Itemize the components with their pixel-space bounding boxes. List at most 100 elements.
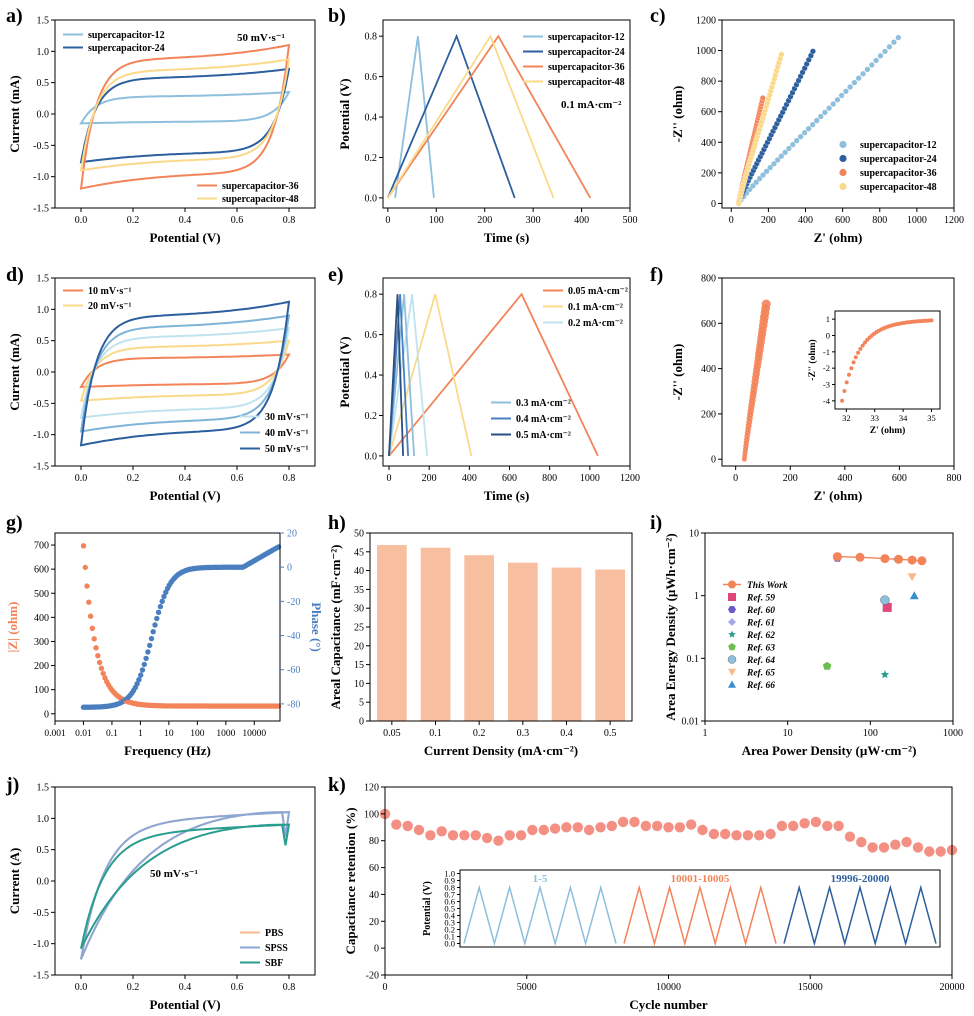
k-inset-ytick-label: 0.3 (444, 918, 455, 928)
f-inset-xlabel: Z' (ohm) (870, 425, 906, 436)
f-inset-xtick-label: 35 (927, 413, 936, 423)
b-series-2 (387, 34, 592, 199)
c-point (759, 95, 766, 101)
g-xtick-label: 0.1 (106, 729, 118, 739)
k-ytick-label: 0 (374, 944, 379, 955)
k-point (629, 816, 640, 828)
f-ytick-label: 0 (711, 455, 716, 466)
panel-g: 0.001 0.01 0.1 1 10 100 1000 100000100200300400… (5, 512, 324, 758)
k-point (663, 822, 674, 833)
k-inset-group-label: 10001-10005 (671, 873, 730, 885)
k-point (867, 842, 878, 853)
k-ytick-label: 60 (369, 863, 379, 874)
k-point (686, 819, 697, 830)
k-inset-ytick-label: 0.9 (444, 876, 455, 886)
b-legend-label: supercapacitor-48 (548, 77, 625, 88)
e-xtick-label: 1000 (580, 473, 600, 484)
g-ytick2-label: -80 (287, 699, 300, 710)
k-xlabel: Cycle number (629, 997, 708, 1012)
k-point (527, 824, 538, 836)
b-legend-label: supercapacitor-36 (548, 62, 625, 73)
g-ytick2-label: -20 (287, 597, 300, 608)
f-inset-ylabel: -Z'' (ohm) (807, 339, 818, 380)
g-z-point (93, 645, 99, 651)
h-ytick-label: 20 (354, 641, 364, 652)
c-legend-marker (839, 182, 847, 191)
a-series-0 (79, 90, 291, 125)
f-inset-point (853, 355, 858, 360)
f-xtick-label: 400 (837, 473, 852, 484)
d-legend-label: 10 mV·s⁻¹ (88, 286, 132, 297)
g-phase-point (157, 603, 164, 610)
k-point (549, 823, 561, 834)
d-ytick-label: -0.5 (33, 399, 49, 410)
panel-k: 0 5000 10000 15000 20000 -20 0 20 40 60 80 100 120 Cy… (328, 774, 965, 1012)
f-ytick-label: 200 (701, 409, 716, 420)
k-point (640, 820, 651, 832)
j-series-1 (80, 811, 291, 960)
g-phase-point (141, 661, 147, 668)
k-point (742, 830, 754, 841)
k-point (844, 831, 856, 842)
i-legend-label: This Work (747, 581, 788, 591)
a-annotation: 50 mV·s⁻¹ (237, 32, 285, 44)
c-point (890, 39, 897, 46)
k-point (697, 824, 708, 836)
k-inset-frame (459, 869, 941, 948)
e-frame (382, 277, 631, 467)
e-ytick-label: 0.6 (365, 330, 378, 341)
i-legend-label: Ref. 61 (746, 619, 775, 629)
k-point (890, 839, 901, 850)
f-xtick-label: 0 (733, 473, 738, 484)
c-point (809, 121, 816, 128)
g-phase-point (147, 642, 153, 649)
b-series-3 (387, 34, 555, 199)
f-ytick-label: 400 (701, 364, 716, 375)
g-z-point (80, 543, 87, 549)
d-legend-label: 50 mV·s⁻¹ (265, 444, 309, 455)
j-series-2 (80, 823, 291, 950)
k-point (935, 846, 946, 857)
k-point (402, 820, 413, 832)
k-point (447, 830, 459, 841)
b-legend-label: supercapacitor-24 (548, 47, 625, 58)
j-xtick-label: 0.0 (75, 982, 88, 993)
c-point (817, 113, 824, 120)
g-ytick-label: 100 (34, 685, 49, 696)
k-inset-ytick-label: 0.2 (444, 925, 455, 935)
g-phase-point (161, 593, 167, 600)
h-ytick-label: 10 (354, 679, 364, 690)
i-xlabel: Area Power Density (µW·cm⁻²) (742, 743, 917, 758)
c-point (895, 34, 902, 41)
k-panel-label: k) (328, 774, 346, 796)
b-xtick-label: 300 (526, 215, 541, 226)
k-point (799, 818, 810, 829)
a-ylabel: Current (mA) (7, 75, 22, 152)
c-point (809, 48, 816, 55)
panel-f: 0 200 400 600 800 0 200 400 600 800 Z' (ohm) -Z'' (… (650, 264, 962, 503)
g-phase-point (150, 629, 156, 635)
a-xtick-label: 0.8 (283, 215, 296, 226)
c-xtick-label: 600 (835, 215, 850, 226)
k-point (776, 820, 788, 832)
panel-c: 0 200 400 600 800 1000 1200 0 200 400 600 800 1000 12… (650, 5, 964, 245)
panel-a: 0.0 0.2 0.4 0.6 0.8 -1.5 -1.0 -0.5 0.0 0.5 1.0 1.5 P… (6, 5, 316, 245)
h-category-label: 0.2 (473, 728, 486, 739)
f-inset-point (856, 350, 861, 355)
a-xtick-label: 0.0 (75, 215, 88, 226)
c-point (805, 125, 812, 132)
c-point (801, 129, 808, 136)
i-this-work-point (880, 554, 890, 564)
i-xtick-label: 1 (703, 728, 708, 739)
c-frame (721, 19, 955, 209)
h-panel-label: h) (328, 512, 346, 534)
h-category-label: 0.1 (429, 728, 442, 739)
h-ytick-label: 50 (354, 529, 364, 540)
c-point (789, 141, 796, 148)
h-ytick-label: 30 (354, 604, 364, 615)
panel-e: 0 200 400 600 800 1000 1200 0.0 0.2 0.4 0.6 0.8 Time… (328, 264, 640, 503)
c-legend-label: supercapacitor-48 (860, 182, 937, 193)
e-legend-label: 0.1 mA·cm⁻² (568, 302, 623, 313)
j-ylabel: Current (A) (7, 848, 22, 915)
i-ytick-label: 1 (694, 591, 699, 602)
